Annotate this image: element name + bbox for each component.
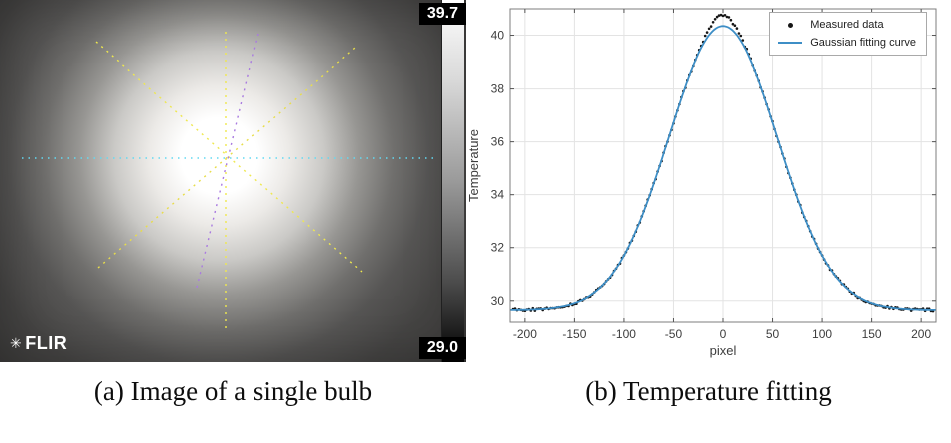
x-axis-label: pixel: [710, 343, 737, 358]
svg-text:30: 30: [491, 294, 505, 308]
svg-text:-200: -200: [513, 327, 537, 341]
svg-text:-50: -50: [665, 327, 683, 341]
svg-text:38: 38: [491, 82, 505, 96]
colorbar-max-label: 39.7: [418, 3, 466, 26]
thermal-image: 39.7 29.0 ✳ FLIR: [0, 0, 466, 362]
caption-a: (a) Image of a single bulb: [93, 376, 373, 406]
fit-curve-marker-box: [778, 42, 803, 44]
legend-row-fit: Gaussian fitting curve: [778, 37, 916, 49]
svg-text:150: 150: [862, 327, 882, 341]
gaussian-fit-curve: [510, 25, 936, 311]
svg-text:40: 40: [491, 29, 505, 43]
legend-row-measured: Measured data: [778, 19, 916, 31]
svg-text:0: 0: [720, 327, 727, 341]
axis-ticks: -200 -150 -100 -50 0 50 100 150 200 30 32 34 36 38 40: [491, 9, 936, 341]
svg-text:-150: -150: [562, 327, 586, 341]
crosshair-diagonal-bl-tr: [97, 47, 356, 269]
svg-text:50: 50: [766, 327, 780, 341]
caption-b: (b) Temperature fitting: [585, 376, 832, 406]
svg-text:36: 36: [491, 135, 505, 149]
svg-text:200: 200: [911, 327, 931, 341]
y-axis-label: Temperature: [466, 129, 481, 202]
temperature-plot: -200 -150 -100 -50 0 50 100 150 200 30 32 34 36 38 40 p…: [466, 0, 951, 366]
fit-curve-line-icon: [778, 42, 803, 44]
svg-text:100: 100: [812, 327, 832, 341]
measured-data-dot-icon: [787, 22, 793, 28]
legend-label-fit: Gaussian fitting curve: [810, 37, 916, 49]
svg-text:-100: -100: [612, 327, 636, 341]
panels-row: 39.7 29.0 ✳ FLIR -200 -150 -100 -50 0 50 100 15…: [0, 0, 951, 366]
plot-legend: Measured data Gaussian fitting curve: [769, 12, 927, 56]
measured-data-marker-box: [778, 22, 802, 28]
svg-text:32: 32: [491, 241, 505, 255]
crosshair-steep-diagonal: [195, 33, 259, 293]
flir-logo: ✳ FLIR: [10, 333, 67, 354]
grid-lines: [510, 9, 936, 322]
svg-text:34: 34: [491, 188, 505, 202]
colorbar: [441, 0, 464, 362]
temperature-plot-canvas: -200 -150 -100 -50 0 50 100 150 200 30 32 34 36 38 40 p…: [466, 8, 937, 358]
colorbar-min-label: 29.0: [418, 336, 466, 359]
crosshair-lines: [22, 32, 438, 330]
captions-row: (a) Image of a single bulb (b) Temperatu…: [0, 376, 951, 407]
flir-logo-icon: ✳: [10, 335, 23, 351]
flir-logo-text: FLIR: [25, 333, 68, 353]
legend-label-measured: Measured data: [810, 19, 884, 31]
